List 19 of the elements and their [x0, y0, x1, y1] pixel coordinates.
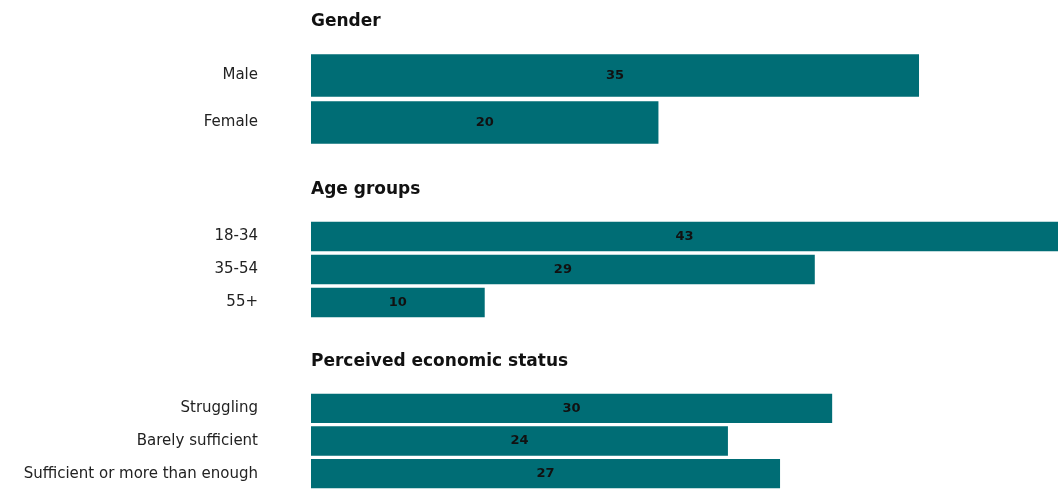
y-tick-label: 35-54	[214, 259, 258, 278]
data-label: 24	[510, 432, 529, 448]
y-tick-label: Sufficient or more than enough	[23, 463, 258, 482]
y-tick-label: 55+	[226, 292, 258, 311]
data-label: 43	[675, 227, 694, 243]
chart-title: Perceived economic status	[311, 349, 570, 372]
data-label: 27	[536, 465, 555, 481]
data-label: 35	[605, 66, 625, 82]
chart-title: Gender	[311, 9, 382, 32]
y-tick-label: Barely sufficient	[136, 430, 259, 449]
data-label: 10	[388, 293, 407, 309]
data-label: 30	[562, 399, 581, 415]
chart-title: Age groups	[311, 177, 422, 200]
y-tick-label: Struggling	[180, 398, 258, 417]
data-label: 29	[553, 260, 572, 276]
y-tick-label: 18-34	[214, 226, 258, 245]
y-tick-label: Female	[203, 112, 258, 131]
data-label: 20	[475, 113, 494, 129]
y-tick-label: Male	[222, 65, 258, 84]
